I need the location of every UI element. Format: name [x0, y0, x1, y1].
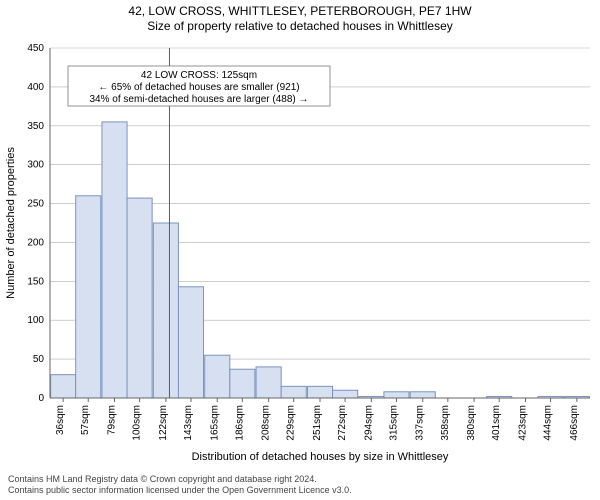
- y-tick-label: 150: [27, 276, 44, 287]
- histogram-bar: [51, 375, 76, 398]
- x-tick-label: 122sqm: [158, 405, 169, 441]
- y-tick-label: 300: [27, 160, 44, 171]
- x-tick-label: 294sqm: [363, 405, 374, 441]
- histogram-bar: [230, 369, 255, 398]
- y-tick-label: 250: [27, 199, 44, 210]
- x-tick-label: 165sqm: [209, 405, 220, 441]
- histogram-bar: [76, 196, 101, 398]
- y-tick-label: 350: [27, 121, 44, 132]
- x-tick-label: 229sqm: [286, 405, 297, 441]
- y-tick-label: 0: [38, 393, 44, 404]
- x-tick-label: 272sqm: [337, 405, 348, 441]
- title-line-2: Size of property relative to detached ho…: [0, 19, 600, 34]
- x-tick-label: 79sqm: [107, 405, 118, 435]
- x-tick-label: 57sqm: [80, 405, 91, 435]
- y-tick-label: 100: [27, 315, 44, 326]
- annotation-line-1: 42 LOW CROSS: 125sqm: [141, 70, 257, 81]
- x-tick-label: 423sqm: [517, 405, 528, 441]
- x-tick-label: 401sqm: [491, 405, 502, 441]
- x-tick-label: 100sqm: [132, 405, 143, 441]
- x-tick-label: 36sqm: [55, 405, 66, 435]
- y-tick-label: 400: [27, 82, 44, 93]
- annotation-line-3: 34% of semi-detached houses are larger (…: [89, 94, 308, 105]
- histogram-bar: [256, 367, 281, 398]
- x-tick-label: 143sqm: [183, 405, 194, 441]
- x-tick-label: 208sqm: [261, 405, 272, 441]
- histogram-bar: [178, 287, 203, 398]
- x-tick-label: 186sqm: [234, 405, 245, 441]
- y-tick-label: 450: [27, 43, 44, 54]
- y-axis-label: Number of detached properties: [5, 147, 17, 299]
- x-tick-label: 466sqm: [569, 405, 580, 441]
- histogram-bar: [384, 392, 409, 398]
- y-tick-label: 200: [27, 237, 44, 248]
- footer-line-2: Contains public sector information licen…: [8, 485, 352, 496]
- chart-area: 0 50 100 150 200 250 300 350 400 450 36sqm 57sqm 79s…: [0, 38, 600, 470]
- histogram-bar: [153, 223, 178, 398]
- histogram-bar: [410, 392, 435, 398]
- title-line-1: 42, LOW CROSS, WHITTLESEY, PETERBOROUGH,…: [0, 4, 600, 19]
- histogram-bar: [102, 122, 127, 398]
- x-tick-label: 444sqm: [543, 405, 554, 441]
- histogram-bar: [281, 386, 306, 398]
- histogram-bar: [307, 386, 332, 398]
- x-tick-label: 337sqm: [415, 405, 426, 441]
- x-tick-label: 251sqm: [312, 405, 323, 441]
- x-axis-label: Distribution of detached houses by size …: [192, 451, 449, 463]
- x-tick-label: 358sqm: [440, 405, 451, 441]
- x-tick-label: 380sqm: [466, 405, 477, 441]
- histogram-bar: [333, 390, 358, 398]
- chart-title-block: 42, LOW CROSS, WHITTLESEY, PETERBOROUGH,…: [0, 0, 600, 34]
- histogram-bar: [205, 355, 230, 398]
- histogram-chart: 0 50 100 150 200 250 300 350 400 450 36sqm 57sqm 79s…: [0, 38, 600, 470]
- footer-attribution: Contains HM Land Registry data © Crown c…: [8, 474, 352, 496]
- x-tick-label: 315sqm: [388, 405, 399, 441]
- footer-line-1: Contains HM Land Registry data © Crown c…: [8, 474, 352, 485]
- y-tick-label: 50: [33, 354, 45, 365]
- histogram-bar: [127, 198, 152, 398]
- annotation-line-2: ← 65% of detached houses are smaller (92…: [98, 82, 299, 93]
